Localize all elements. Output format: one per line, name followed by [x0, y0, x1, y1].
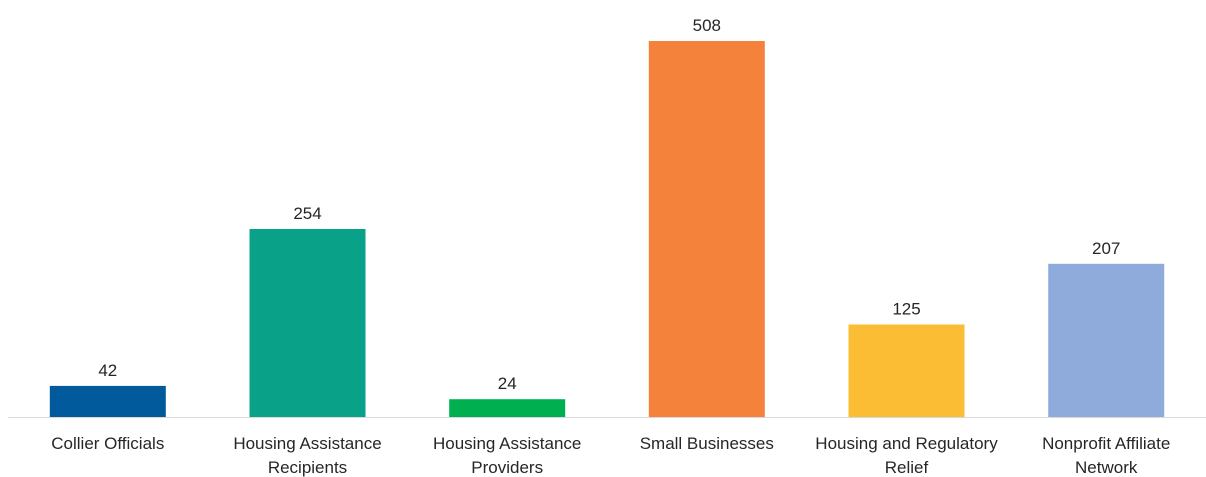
- bars-layer: [49, 41, 1165, 417]
- category-label-5: Nonprofit Affiliate Network: [1042, 434, 1170, 477]
- bar-4: [848, 324, 965, 417]
- bar-3: [648, 41, 765, 417]
- category-label-line: Housing Assistance: [233, 434, 381, 453]
- category-label-line: Housing and Regulatory: [815, 434, 998, 453]
- category-label-0: Collier Officials: [51, 434, 164, 453]
- category-label-3: Small Businesses: [640, 434, 774, 453]
- data-label-5: 207: [1092, 239, 1120, 258]
- category-label-line: Providers: [471, 458, 543, 477]
- category-label-4: Housing and Regulatory Relief: [815, 434, 998, 477]
- category-label-line: Small Businesses: [640, 434, 774, 453]
- data-label-4: 125: [892, 300, 920, 319]
- category-label-line: Relief: [885, 458, 929, 477]
- bar-2: [449, 399, 566, 417]
- category-label-2: Housing Assistance Providers: [433, 434, 581, 477]
- category-label-1: Housing Assistance Recipients: [233, 434, 381, 477]
- category-labels-layer: Collier Officials Housing Assistance Recip…: [51, 434, 1170, 477]
- category-label-line: Nonprofit Affiliate: [1042, 434, 1170, 453]
- data-label-1: 254: [293, 204, 321, 223]
- bar-5: [1048, 263, 1165, 417]
- category-label-line: Recipients: [268, 458, 347, 477]
- data-label-0: 42: [98, 361, 117, 380]
- category-label-line: Collier Officials: [51, 434, 164, 453]
- bar-1: [249, 229, 366, 417]
- data-label-2: 24: [498, 374, 517, 393]
- data-label-3: 508: [693, 16, 721, 35]
- data-labels-layer: 42 254 24 508 125 207: [98, 16, 1120, 393]
- category-label-line: Network: [1075, 458, 1138, 477]
- bar-0: [49, 385, 166, 417]
- category-label-line: Housing Assistance: [433, 434, 581, 453]
